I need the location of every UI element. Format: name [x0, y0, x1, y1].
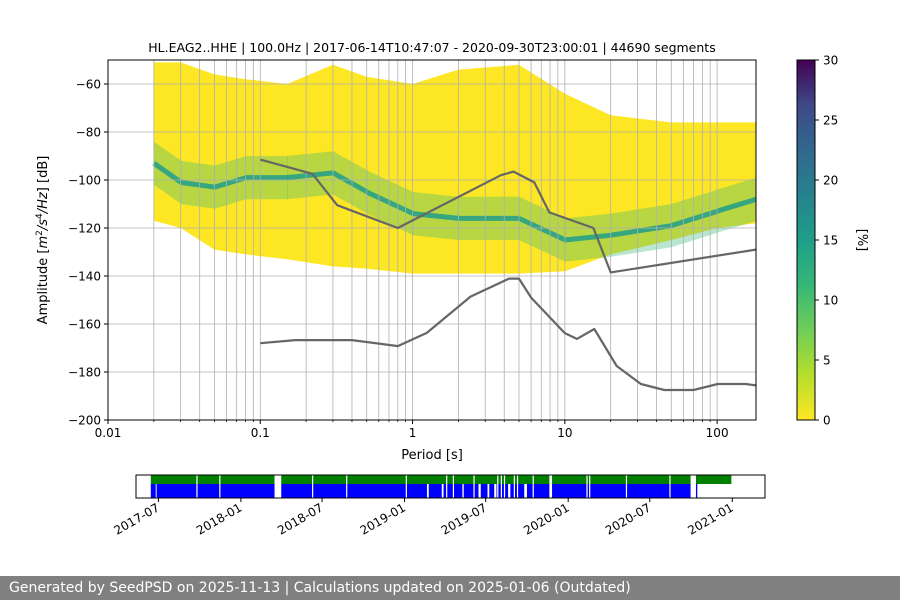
- colorbar-label: [%]: [854, 229, 869, 252]
- timeline-tick-label: 2019-01: [358, 500, 408, 537]
- timeline-tick-label: 2020-07: [603, 500, 653, 537]
- chart-title: HL.EAG2..HHE | 100.0Hz | 2017-06-14T10:4…: [148, 40, 715, 55]
- y-tick-label: −180: [68, 366, 101, 380]
- grid-lines: [108, 60, 756, 420]
- x-tick-label: 0.1: [251, 426, 270, 440]
- timeline-gap: [589, 475, 591, 498]
- x-tick-label: 1: [409, 426, 417, 440]
- data-availability-timeline: [150, 475, 732, 498]
- y-axis: −60 −80 −100 −120 −140 −160 −180 −200: [68, 78, 108, 428]
- processed-bar: [156, 484, 275, 498]
- colorbar-tick-label: 0: [823, 414, 831, 428]
- processed-bar: [480, 484, 488, 498]
- timeline-gap: [312, 475, 314, 498]
- availability-bar: [552, 475, 691, 484]
- timeline-gap: [532, 475, 534, 498]
- colorbar-tick-label: 20: [823, 174, 838, 188]
- y-label-part: 2: [35, 230, 45, 236]
- timeline-gap: [452, 475, 455, 498]
- timeline-gap: [473, 475, 475, 498]
- timeline-tick-label: 2018-01: [194, 500, 244, 537]
- y-label-part: /: [36, 207, 51, 214]
- y-label-part: m: [36, 236, 51, 249]
- timeline-gap: [497, 475, 499, 498]
- heatmap-mode-ridge: [286, 170, 334, 181]
- footer-banner: Generated by SeedPSD on 2025-11-13 | Cal…: [0, 576, 900, 600]
- colorbar-tick-label: 30: [823, 54, 838, 68]
- noise-model-curves: [260, 158, 756, 392]
- heatmap-mode-ridge: [716, 196, 756, 214]
- plot-frame: [107, 59, 757, 421]
- processed-bar: [526, 484, 550, 498]
- heatmap-mode-ridge: [610, 223, 673, 238]
- availability-bar: [150, 475, 275, 484]
- colorbar: [796, 59, 816, 421]
- timeline-gap: [446, 475, 448, 498]
- processed-bar: [695, 484, 698, 498]
- processed-bar: [496, 484, 509, 498]
- timeline-tick-label: 2019-07: [439, 500, 489, 537]
- timeline-gap: [669, 475, 671, 498]
- series-line-nhnm: [260, 158, 756, 274]
- colorbar-tick-label: 5: [823, 354, 831, 368]
- timeline-gap: [625, 475, 628, 498]
- processed-bar: [150, 484, 156, 498]
- colorbar-tick-label: 10: [823, 294, 838, 308]
- processed-bar: [281, 484, 427, 498]
- heatmap-mode-ridge: [564, 232, 612, 243]
- x-tick-label: 10: [557, 426, 572, 440]
- y-label-part: 4: [35, 213, 45, 219]
- x-axis-label: Period [s]: [401, 448, 463, 463]
- timeline-gap: [196, 475, 198, 498]
- x-axis: 0.01 0.1 1 10 100: [95, 420, 729, 440]
- timeline-gap: [516, 475, 519, 498]
- timeline-gap: [219, 475, 221, 498]
- timeline-tick-label: 2021-01: [685, 500, 735, 537]
- timeline-frame: [135, 474, 766, 499]
- timeline-gap: [500, 475, 502, 498]
- y-label-part: Hz: [36, 191, 51, 209]
- timeline-tick-label: 2017-07: [111, 500, 161, 537]
- x-tick-label: 0.01: [95, 426, 122, 440]
- timeline-tick-label: 2020-01: [521, 500, 571, 537]
- psd-heatmap: [152, 62, 756, 274]
- y-tick-label: −80: [76, 126, 101, 140]
- y-tick-label: −120: [68, 222, 101, 236]
- y-tick-label: −200: [68, 414, 101, 428]
- heatmap-mode-ridge: [412, 211, 460, 221]
- timeline-gap: [503, 475, 506, 498]
- y-label-part: /: [36, 224, 51, 231]
- colorbar-tick-label: 25: [823, 114, 838, 128]
- y-tick-label: −60: [76, 78, 101, 92]
- heatmap-probability-band: [153, 62, 756, 274]
- heatmap-mode-ridge: [152, 161, 183, 185]
- y-label-part: Amplitude [: [36, 249, 51, 325]
- colorbar-axis: 0 5 10 15 20 25 30: [815, 54, 838, 428]
- processed-bar: [489, 484, 495, 498]
- x-tick-label: 100: [706, 426, 729, 440]
- availability-bar: [281, 475, 550, 484]
- y-tick-label: −160: [68, 318, 101, 332]
- timeline-gap: [513, 475, 515, 498]
- colorbar-tick-label: 15: [823, 234, 838, 248]
- timeline-tick-label: 2018-07: [275, 500, 325, 537]
- timeline-gap: [405, 475, 407, 498]
- y-axis-label: Amplitude [m2/s4/Hz] [dB]: [35, 156, 51, 325]
- y-tick-label: −140: [68, 270, 101, 284]
- timeline-axis: 2017-07 2018-01 2018-07 2019-01 2019-07 2020-…: [111, 498, 736, 538]
- heatmap-mode-ridge: [180, 179, 216, 190]
- timeline-gap: [346, 475, 348, 498]
- series-line-nlnm: [260, 277, 756, 392]
- y-label-part: s: [36, 219, 51, 226]
- availability-bar: [695, 475, 732, 484]
- heatmap-mode-ridge: [213, 175, 247, 190]
- heatmap-mode-ridge: [331, 170, 369, 195]
- y-label-part: ] [dB]: [36, 156, 51, 193]
- processed-bar: [428, 484, 442, 498]
- processed-bar: [463, 484, 479, 498]
- timeline-gap: [586, 475, 588, 498]
- y-tick-label: −100: [68, 174, 101, 188]
